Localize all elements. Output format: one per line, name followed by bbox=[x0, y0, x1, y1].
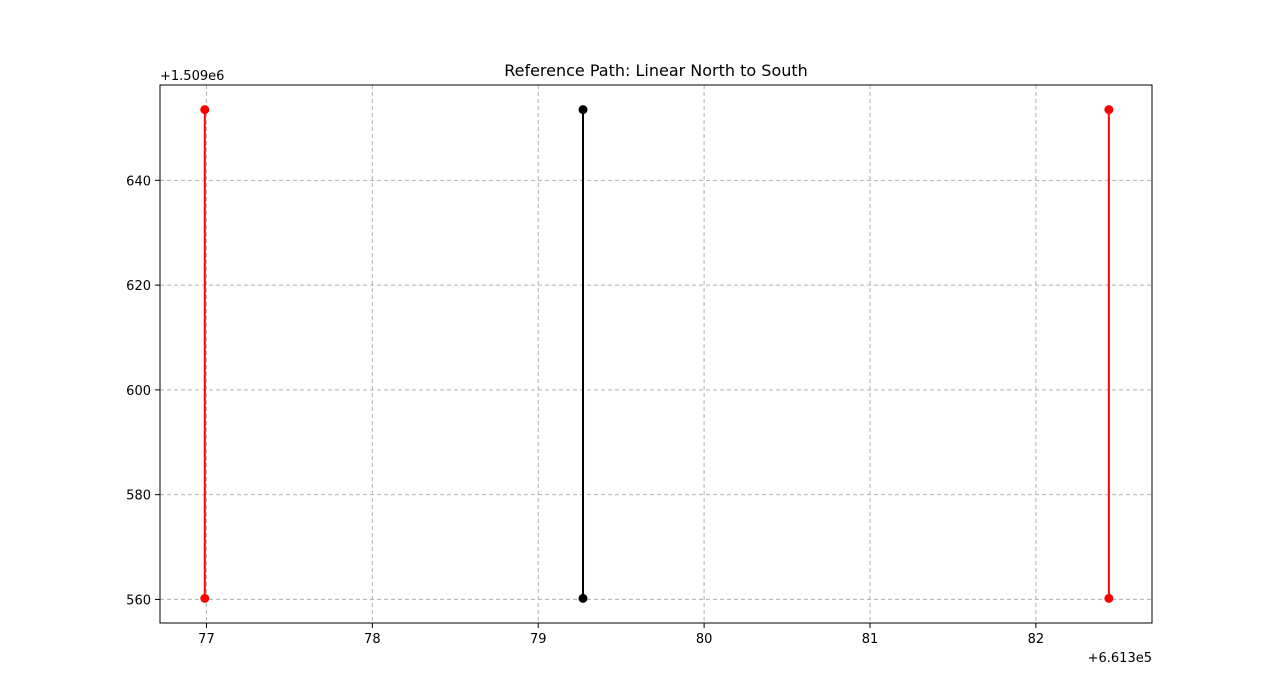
x-tick-label: 80 bbox=[696, 632, 713, 647]
series-point-1 bbox=[200, 593, 210, 603]
x-tick-label: 77 bbox=[198, 632, 215, 647]
series-point-1 bbox=[200, 105, 210, 115]
x-tick-label: 82 bbox=[1028, 632, 1045, 647]
chart-title: Reference Path: Linear North to South bbox=[504, 61, 808, 80]
axes-frame bbox=[159, 84, 1153, 624]
y-tick-label: 640 bbox=[126, 174, 151, 189]
y-tick-label: 560 bbox=[126, 593, 151, 608]
series-point-3 bbox=[1104, 105, 1114, 115]
series-point-2 bbox=[578, 105, 588, 115]
y-tick-label: 580 bbox=[126, 489, 151, 504]
x-tick-label: 81 bbox=[862, 632, 879, 647]
x-tick-label: 78 bbox=[364, 632, 381, 647]
y-tick-label: 600 bbox=[126, 384, 151, 399]
grid-layer bbox=[160, 85, 1152, 623]
series-point-2 bbox=[578, 593, 588, 603]
x-offset-label: +6.613e5 bbox=[1088, 651, 1152, 666]
y-tick-label: 620 bbox=[126, 279, 151, 294]
tick-layer: 77 78 79 80 81 82 560 580 600 620 640 bbox=[126, 174, 1044, 647]
series-layer bbox=[200, 105, 1114, 603]
series-point-3 bbox=[1104, 593, 1114, 603]
y-offset-label: +1.509e6 bbox=[160, 69, 224, 84]
x-tick-label: 79 bbox=[530, 632, 547, 647]
